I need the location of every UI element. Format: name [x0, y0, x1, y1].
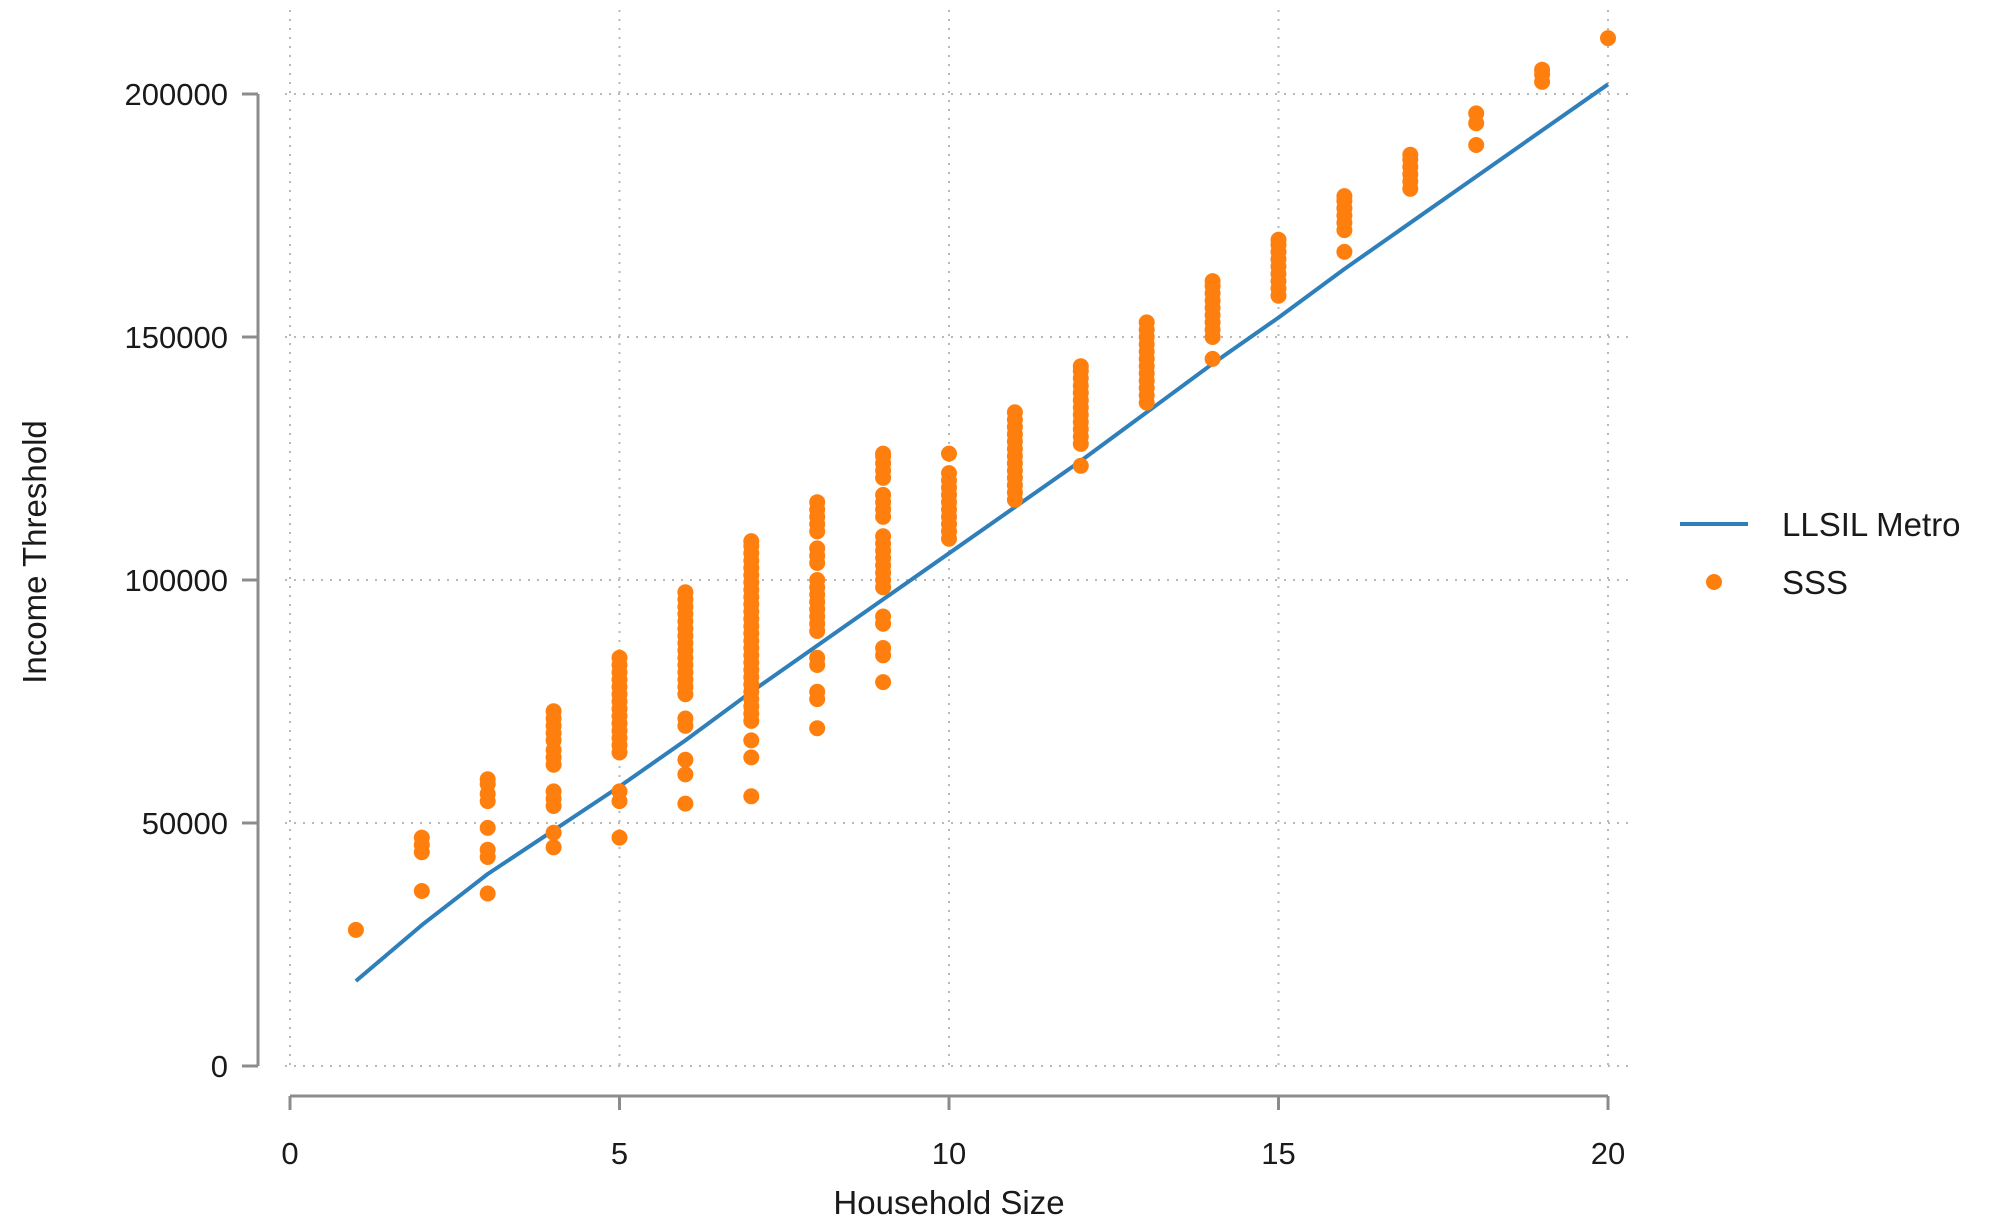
- sss-point: [1006, 404, 1023, 421]
- y-tick-label: 50000: [142, 806, 228, 841]
- sss-point: [479, 771, 496, 788]
- sss-point: [1204, 273, 1221, 290]
- sss-point: [809, 572, 826, 588]
- sss-point: [941, 445, 957, 462]
- legend-label-llsil-metro: LLSIL Metro: [1782, 506, 1961, 543]
- sss-point: [611, 829, 628, 846]
- sss-point: [677, 795, 694, 812]
- sss-point: [545, 824, 562, 841]
- sss-point: [875, 674, 892, 691]
- legend-label-sss: SSS: [1782, 564, 1848, 601]
- sss-point: [611, 649, 628, 666]
- gridlines: [285, 10, 1632, 1067]
- sss-point: [809, 540, 826, 557]
- y-tick-label: 200000: [125, 77, 228, 112]
- sss-point: [347, 921, 364, 938]
- sss-point: [743, 533, 760, 550]
- x-tick-label: 20: [1591, 1136, 1625, 1171]
- sss-point: [875, 486, 892, 503]
- sss-point: [1336, 188, 1353, 205]
- sss-point: [545, 703, 562, 720]
- sss-point: [1270, 231, 1287, 248]
- sss-point: [677, 766, 694, 783]
- sss-point: [677, 584, 694, 601]
- y-tick-label: 150000: [125, 320, 228, 355]
- sss-point: [809, 720, 826, 737]
- sss-point: [479, 885, 496, 902]
- x-axis-title: Household Size: [833, 1184, 1064, 1221]
- sss-point: [1600, 30, 1616, 47]
- y-tick-label: 0: [211, 1049, 228, 1084]
- x-tick-label: 5: [611, 1136, 628, 1171]
- axes: 0 5 10 15 20 0 50000 100000 150000 200000: [125, 77, 1626, 1171]
- y-axis-title: Income Threshold: [16, 420, 53, 684]
- legend-dot-swatch: [1706, 574, 1722, 590]
- sss-point: [809, 683, 826, 700]
- sss-point: [875, 608, 892, 625]
- sss-point: [1468, 105, 1485, 122]
- sss-point: [941, 465, 957, 482]
- sss-point: [413, 829, 430, 846]
- sss-point: [677, 710, 694, 727]
- sss-point: [413, 883, 430, 899]
- sss-point: [611, 783, 628, 800]
- sss-series: [347, 30, 1616, 938]
- y-tick-label: 100000: [125, 563, 228, 598]
- sss-point: [1072, 358, 1089, 375]
- sss-point: [545, 783, 562, 800]
- sss-point: [1204, 350, 1221, 367]
- sss-point: [479, 841, 496, 858]
- sss-point: [743, 749, 760, 766]
- sss-point: [875, 640, 892, 656]
- sss-point: [809, 494, 826, 511]
- sss-point: [743, 732, 760, 749]
- sss-point: [809, 649, 826, 666]
- x-tick-label: 10: [932, 1136, 966, 1171]
- sss-point: [1138, 314, 1155, 331]
- legend: LLSIL Metro SSS: [1680, 506, 1961, 601]
- sss-point: [1072, 457, 1089, 474]
- x-tick-label: 0: [281, 1136, 298, 1171]
- sss-point: [1402, 146, 1419, 163]
- sss-point: [545, 839, 562, 856]
- sss-point: [875, 445, 892, 462]
- llsil-metro-line: [354, 82, 1610, 983]
- sss-point: [479, 819, 496, 836]
- sss-point: [1336, 243, 1353, 260]
- sss-point: [677, 751, 694, 768]
- sss-point: [1468, 137, 1485, 153]
- sss-point: [743, 788, 760, 805]
- sss-point: [1534, 61, 1551, 78]
- sss-point: [875, 528, 892, 545]
- x-tick-label: 15: [1261, 1136, 1295, 1171]
- llsil-metro-series: [354, 82, 1610, 983]
